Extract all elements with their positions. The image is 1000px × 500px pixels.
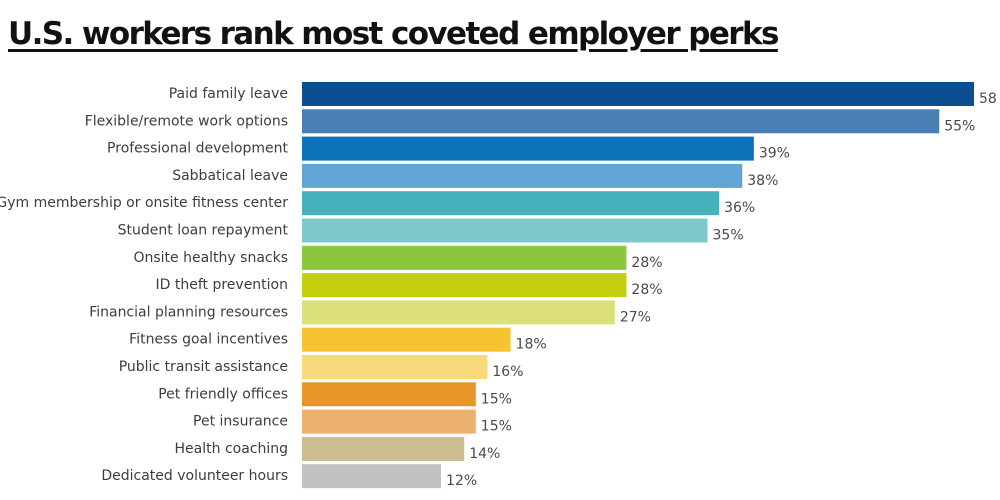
value-label: 14% <box>469 446 500 462</box>
category-label: ID theft prevention <box>156 277 289 293</box>
category-label: Health coaching <box>175 441 288 457</box>
category-label: Flexible/remote work options <box>85 113 288 129</box>
bar <box>302 245 627 270</box>
category-label: Public transit assistance <box>119 359 288 375</box>
value-label: 35% <box>713 228 744 244</box>
category-label: Financial planning resources <box>89 304 288 320</box>
value-label: 18% <box>516 337 547 353</box>
category-label: Fitness goal incentives <box>129 332 288 348</box>
bar <box>302 136 754 161</box>
bar <box>302 109 940 134</box>
category-label: Sabbatical leave <box>172 168 288 184</box>
bar <box>302 464 442 489</box>
category-label: Gym membership or onsite fitness center <box>0 195 288 211</box>
bar <box>302 355 488 379</box>
chart-title: U.S. workers rank most coveted employer … <box>8 16 779 52</box>
value-label: 58 <box>979 91 997 107</box>
category-label: Dedicated volunteer hours <box>101 468 288 484</box>
value-label: 16% <box>492 364 523 380</box>
value-label: 28% <box>631 255 662 271</box>
bar <box>302 191 720 216</box>
bar <box>302 163 743 188</box>
bar <box>302 218 708 243</box>
bar <box>302 82 974 106</box>
category-label: Student loan repayment <box>118 223 289 239</box>
bar <box>302 436 465 461</box>
value-label: 36% <box>724 200 755 216</box>
value-label: 15% <box>481 419 512 435</box>
bar <box>302 300 615 325</box>
value-label: 12% <box>446 473 477 489</box>
value-label: 55% <box>944 118 975 134</box>
bar <box>302 327 511 352</box>
value-label: 39% <box>759 146 790 162</box>
category-label: Paid family leave <box>169 86 288 102</box>
category-label: Professional development <box>107 141 288 157</box>
bar <box>302 382 476 407</box>
bar <box>302 273 627 298</box>
bar <box>302 409 476 434</box>
category-label: Pet friendly offices <box>158 386 288 402</box>
value-label: 28% <box>631 282 662 298</box>
value-label: 15% <box>481 391 512 407</box>
value-label: 38% <box>747 173 778 189</box>
category-label: Onsite healthy snacks <box>133 250 288 266</box>
category-label: Pet insurance <box>193 414 288 430</box>
value-label: 27% <box>620 309 651 325</box>
